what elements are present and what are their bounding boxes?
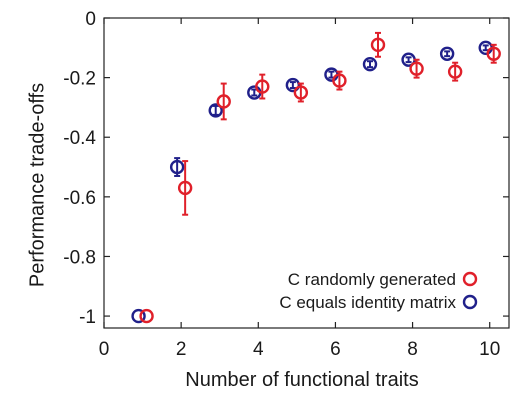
y-tick-label: -0.2 (63, 69, 96, 90)
random-point (177, 180, 193, 196)
legend-marker (462, 294, 478, 310)
legend-label: C randomly generated (288, 270, 456, 289)
random-point (255, 79, 270, 94)
x-tick-label: 8 (407, 339, 418, 360)
x-tick-label: 0 (99, 339, 110, 360)
legend-marker (462, 271, 478, 287)
random-point (486, 46, 501, 61)
identity-point (208, 103, 223, 118)
x-tick-label: 6 (330, 339, 341, 360)
identity-point (439, 46, 455, 61)
legend-label: C equals identity matrix (279, 293, 456, 312)
random-point (370, 37, 386, 53)
random-point (332, 73, 347, 88)
y-tick-label: 0 (85, 9, 96, 30)
random-point (409, 61, 424, 76)
identity-point (169, 159, 185, 175)
random-point (293, 85, 309, 100)
y-axis-title: Performance trade-offs (26, 83, 48, 287)
y-tick-label: -0.6 (63, 188, 96, 209)
axes-frame (103, 17, 510, 329)
x-axis-title: Number of functional traits (185, 369, 418, 391)
random-point (216, 94, 231, 109)
identity-point (362, 57, 378, 72)
x-tick-label: 10 (479, 339, 500, 360)
random-point (139, 308, 154, 324)
y-tick-label: -0.4 (63, 128, 96, 149)
identity-point (285, 77, 301, 93)
legend: C randomly generated C equals identity ma… (279, 270, 478, 312)
random-point (447, 64, 463, 79)
x-tick-label: 2 (176, 339, 187, 360)
plot-area: 0 2 4 6 8 10 0 -0.2 -0.4 -0.6 -0.8 -1 (63, 9, 510, 360)
y-tick-label: -1 (79, 307, 96, 328)
y-tick-label: -0.8 (63, 247, 96, 268)
identity-point (131, 308, 146, 324)
x-tick-label: 4 (253, 339, 264, 360)
